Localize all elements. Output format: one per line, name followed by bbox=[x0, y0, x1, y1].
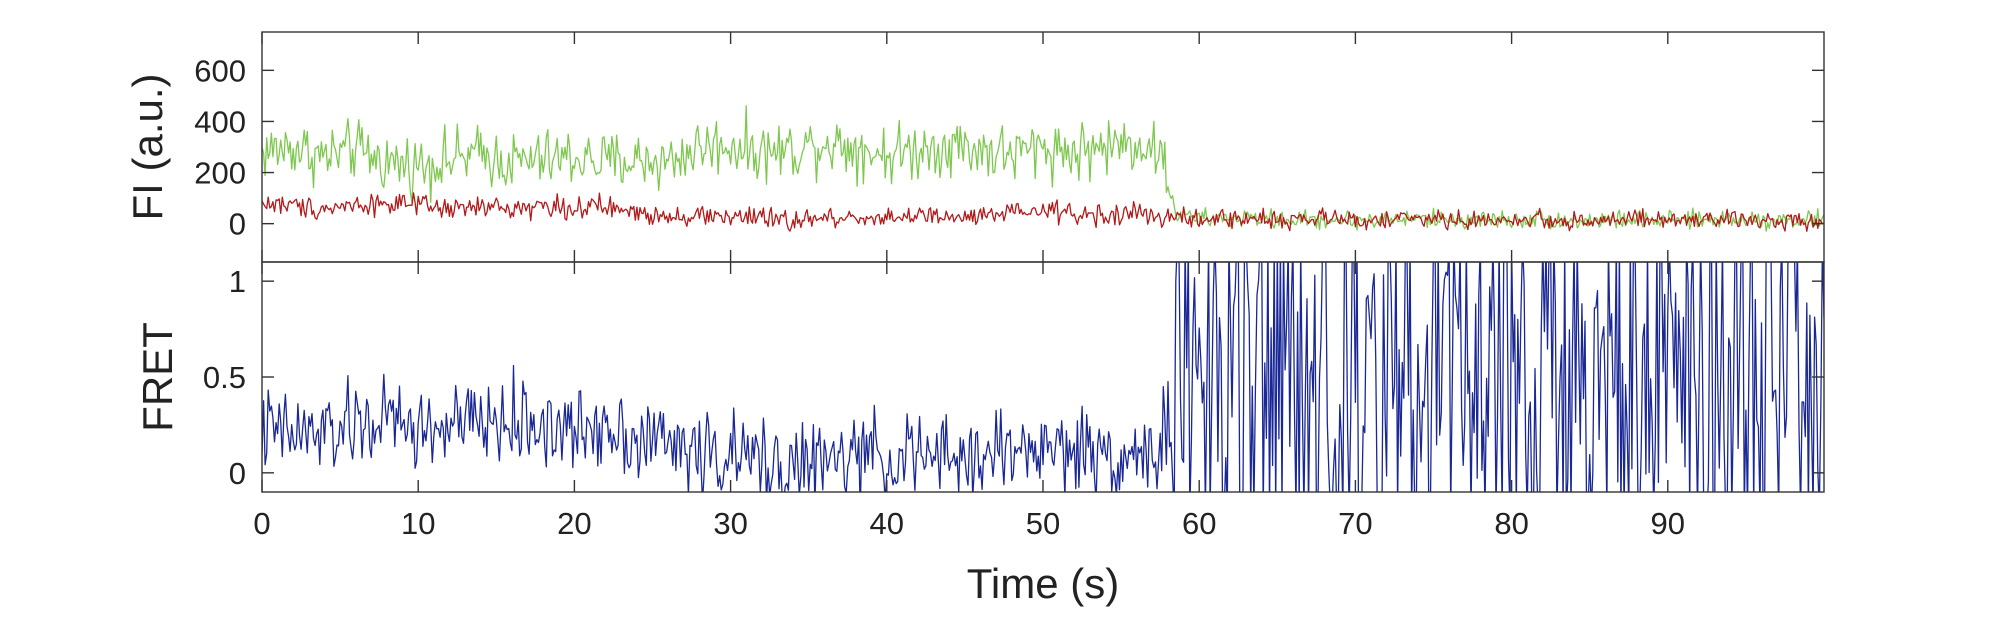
intensity-y-tick-label: 600 bbox=[194, 53, 246, 88]
intensity-y-tick-label: 0 bbox=[229, 207, 246, 242]
x-tick-label: 30 bbox=[713, 506, 747, 541]
fret-y-tick-label: 0 bbox=[229, 456, 246, 491]
x-tick-label: 10 bbox=[401, 506, 435, 541]
intensity-y-tick-label: 200 bbox=[194, 156, 246, 191]
x-tick-label: 90 bbox=[1651, 506, 1685, 541]
fret-y-tick-label: 1 bbox=[229, 264, 246, 299]
x-tick-label: 20 bbox=[557, 506, 591, 541]
x-tick-label: 60 bbox=[1182, 506, 1216, 541]
x-axis-label: Time (s) bbox=[967, 560, 1119, 607]
x-tick-label: 80 bbox=[1494, 506, 1528, 541]
intensity-series-1-line bbox=[262, 105, 1824, 232]
fret-panel: 0 0.5 1 0 10 20 30 40 50 60 70 80 90 FRET Time (s) bbox=[134, 261, 1825, 607]
x-tick-label: 0 bbox=[253, 506, 270, 541]
intensity-y-tick-label: 400 bbox=[194, 104, 246, 139]
x-tick-label: 50 bbox=[1026, 506, 1060, 541]
intensity-y-axis-label: FI (a.u.) bbox=[124, 73, 171, 220]
fret-y-axis-label: FRET bbox=[134, 322, 181, 432]
fret-series-1-line bbox=[262, 262, 1824, 492]
intensity-panel: 0 200 400 600 FI (a.u.) bbox=[124, 31, 1825, 263]
fret-y-tick-label: 0.5 bbox=[203, 360, 246, 395]
intensity-series-2-line bbox=[262, 192, 1824, 232]
x-tick-label: 40 bbox=[870, 506, 904, 541]
x-tick-label: 70 bbox=[1338, 506, 1372, 541]
